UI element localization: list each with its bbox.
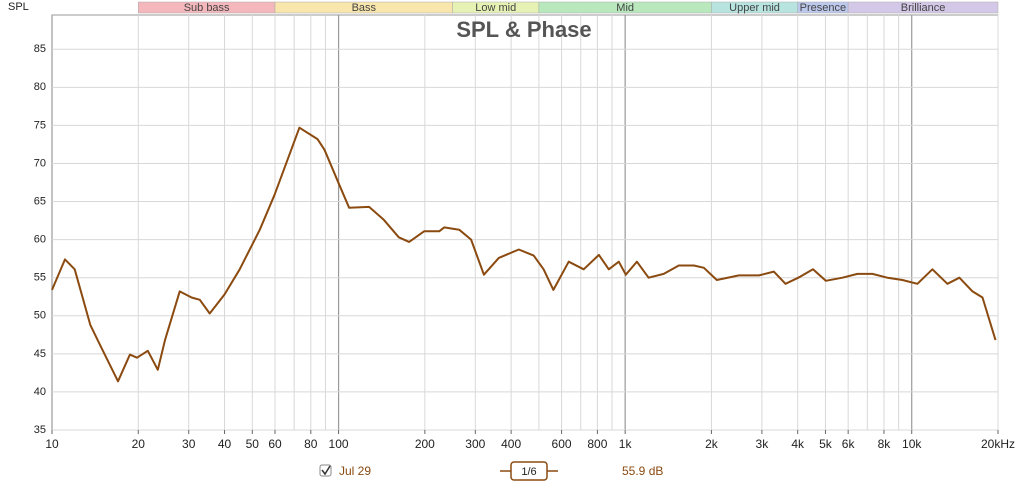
band [847, 1, 999, 14]
x-tick-label: 10k [902, 437, 922, 451]
spl-curve [51, 126, 997, 383]
x-tick-label: 1k [619, 437, 633, 451]
y-tick-label: 50 [34, 310, 46, 322]
y-tick-label: 60 [34, 234, 46, 246]
y-tick-label: 40 [34, 386, 46, 398]
x-tick-label: 800 [587, 437, 607, 451]
x-tick-label: 6k [842, 437, 856, 451]
x-tick-label: 50 [246, 437, 260, 451]
x-tick-label: 5k [819, 437, 833, 451]
band-label: Bass [352, 2, 377, 14]
y-axis-label: SPL [8, 1, 29, 13]
x-tick-label: 20kHz [981, 437, 1015, 451]
spl-readout: 55.9 dB [622, 464, 663, 478]
x-tick-label: 40 [218, 437, 232, 451]
x-tick-label: 8k [878, 437, 892, 451]
x-tick-label: 600 [552, 437, 572, 451]
plot-area [51, 14, 999, 431]
band-label: Brilliance [901, 2, 946, 14]
x-tick-label: 20 [132, 437, 146, 451]
x-tick-label: 10 [45, 437, 59, 451]
x-tick-label: 30 [182, 437, 196, 451]
y-tick-label: 85 [34, 43, 46, 55]
chart-title: SPL & Phase [456, 17, 591, 42]
checkmark [321, 465, 331, 476]
x-tick-label: 4k [791, 437, 805, 451]
y-tick-label: 55 [34, 272, 46, 284]
legend-label[interactable]: Jul 29 [339, 464, 371, 478]
x-tick-label: 3k [756, 437, 770, 451]
x-tick-label: 400 [501, 437, 521, 451]
band-label: Upper mid [729, 2, 780, 14]
y-tick-label: 75 [34, 119, 46, 131]
x-tick-label: 100 [329, 437, 349, 451]
x-tick-label: 200 [415, 437, 435, 451]
band-label: Low mid [475, 2, 516, 14]
band-label: Mid [616, 2, 634, 14]
y-tick-label: 65 [34, 195, 46, 207]
x-tick-label: 80 [304, 437, 318, 451]
y-tick-label: 70 [34, 157, 46, 169]
band-label: Sub bass [184, 2, 230, 14]
x-tick-label: 60 [268, 437, 282, 451]
x-tick-label: 300 [465, 437, 485, 451]
smoothing-label: 1/6 [521, 466, 536, 478]
smoothing-box[interactable] [510, 461, 548, 481]
y-tick-label: 35 [34, 424, 46, 436]
y-tick-label: 80 [34, 81, 46, 93]
y-tick-label: 45 [34, 348, 46, 360]
x-tick-label: 2k [705, 437, 719, 451]
band-label: Presence [800, 2, 846, 14]
